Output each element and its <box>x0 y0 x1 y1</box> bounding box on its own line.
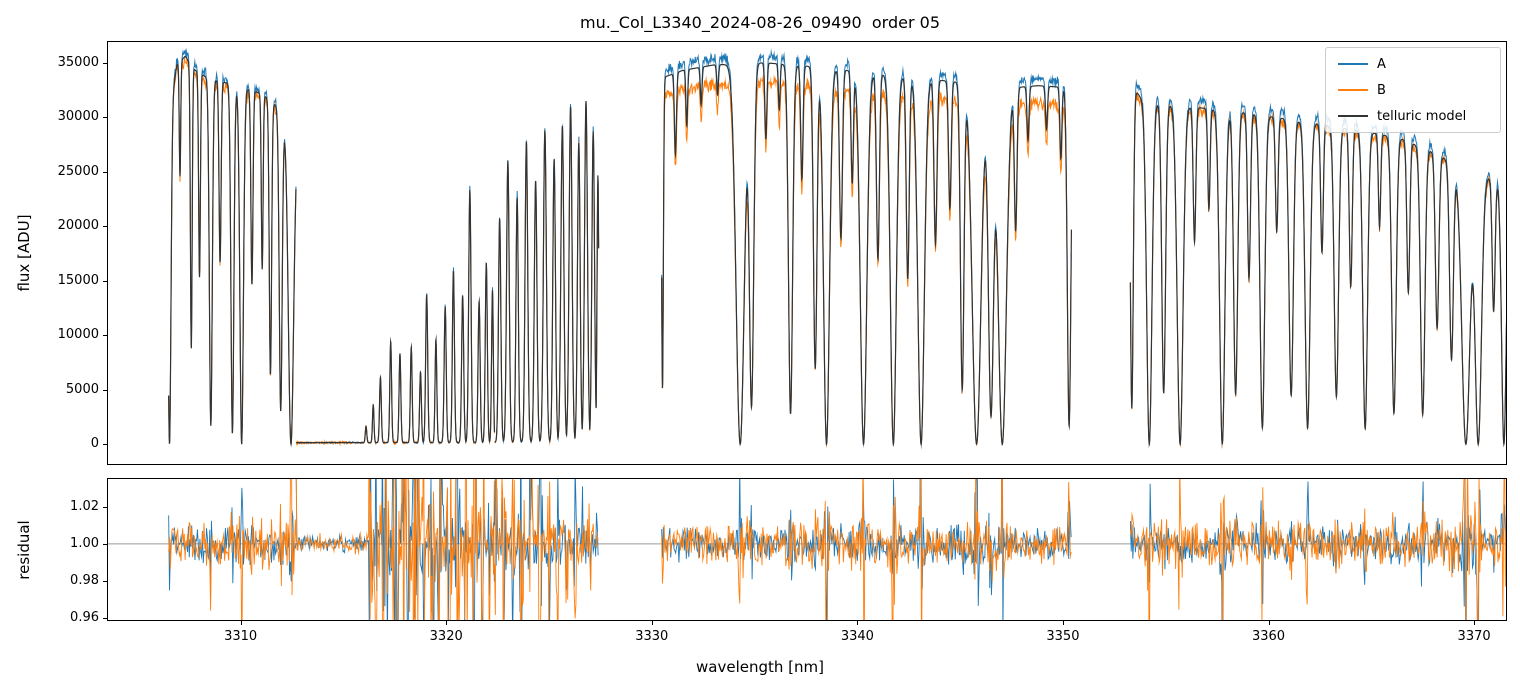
legend-label-telluric: telluric model <box>1377 108 1467 124</box>
x-tick-label: 3360 <box>1251 629 1286 644</box>
residual-tick-label: 1.00 <box>70 535 99 551</box>
legend-item-b: B <box>1338 81 1488 99</box>
flux-tick-label: 15000 <box>57 272 99 288</box>
flux-tick-label: 0 <box>90 436 99 452</box>
chart-title: mu._Col_L3340_2024-08-26_09490 order 05 <box>579 13 940 32</box>
legend-line-a-icon <box>1338 63 1368 65</box>
x-tick-label: 3310 <box>224 629 258 644</box>
flux-tick-label: 30000 <box>57 109 99 125</box>
x-axis-label: wavelength [nm] <box>696 658 824 676</box>
legend-line-telluric-icon <box>1338 115 1368 117</box>
x-tick-label: 3370 <box>1457 629 1491 644</box>
residual-tick-label: 1.02 <box>70 498 99 514</box>
flux-tick-label: 35000 <box>57 54 99 70</box>
legend-item-telluric-model: telluric model <box>1338 107 1488 125</box>
flux-tick-label: 10000 <box>57 327 99 343</box>
flux-tick-label: 25000 <box>57 163 99 179</box>
flux-tick-label: 20000 <box>57 218 99 234</box>
legend-line-b-icon <box>1338 89 1368 91</box>
legend: A B telluric model <box>1325 47 1501 133</box>
residual-tick-label: 0.96 <box>70 610 99 626</box>
residual-tick-label: 0.98 <box>70 573 99 589</box>
x-tick-label: 3340 <box>840 629 874 644</box>
x-tick-label: 3330 <box>635 629 669 644</box>
flux-tick-label: 5000 <box>65 381 99 397</box>
x-tick-label: 3350 <box>1046 629 1080 644</box>
legend-item-a: A <box>1338 55 1488 73</box>
legend-label-b: B <box>1377 82 1386 98</box>
legend-label-a: A <box>1377 56 1386 72</box>
x-tick-label: 3320 <box>429 629 463 644</box>
